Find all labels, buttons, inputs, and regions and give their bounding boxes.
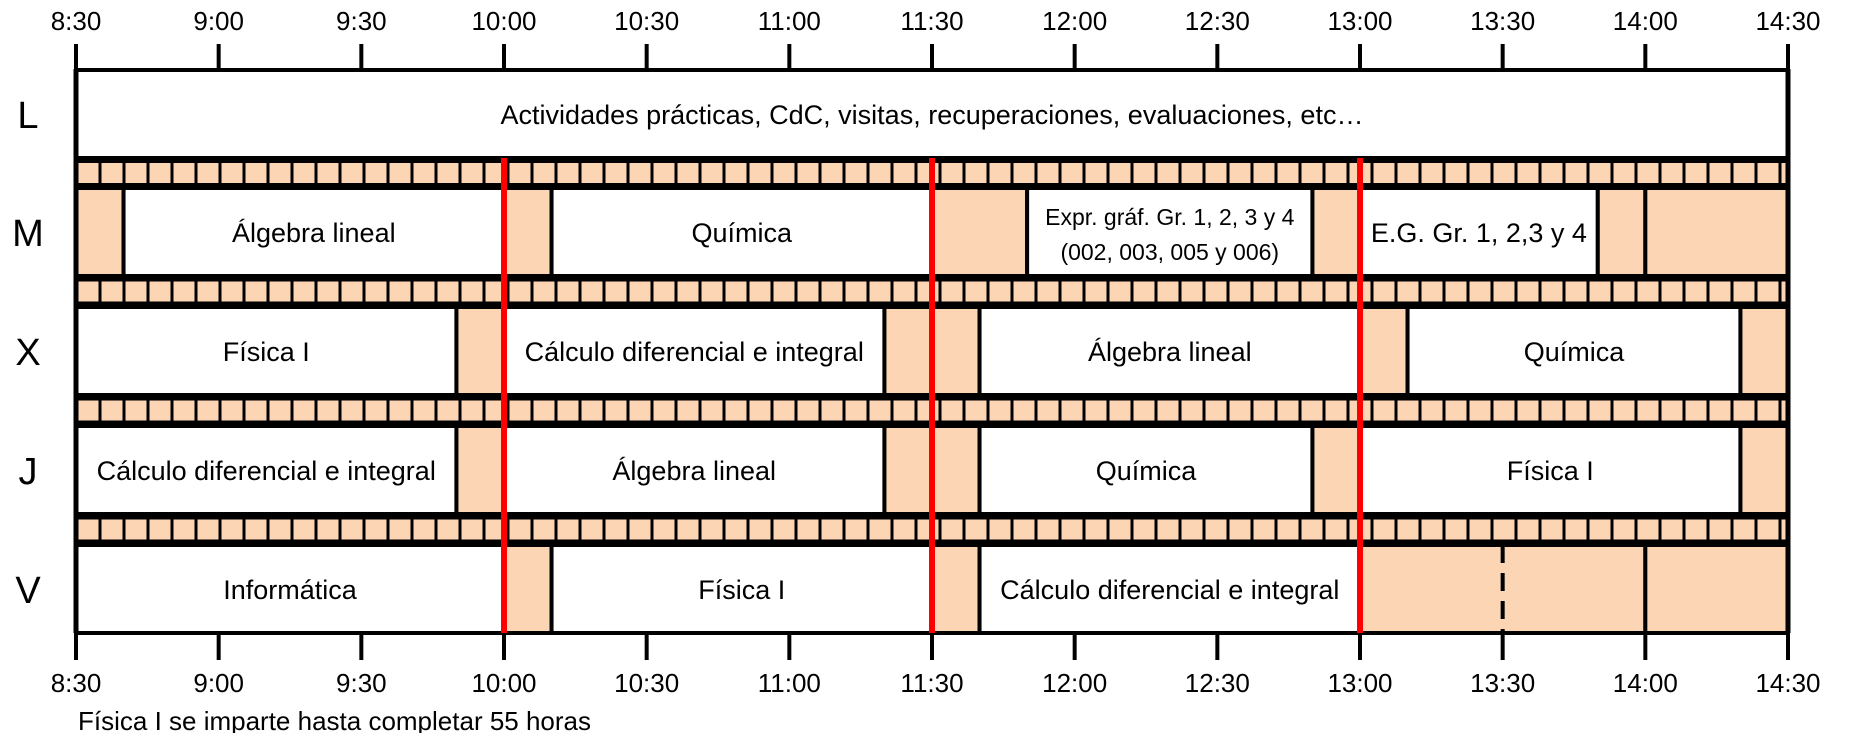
class-block xyxy=(74,543,506,635)
break-block xyxy=(502,186,554,278)
class-block xyxy=(1405,305,1743,397)
bottom-time-axis: 8:30 9:00 9:30 10:00 10:30 11:00 11:30 12:00 12:… xyxy=(51,633,1821,698)
day-label: X xyxy=(15,332,40,374)
day-label: J xyxy=(19,451,38,493)
bottom-tick-label: 10:30 xyxy=(614,668,679,698)
class-block xyxy=(977,305,1362,397)
break-block xyxy=(1738,424,1791,516)
class-block xyxy=(977,424,1315,516)
day-label: M xyxy=(12,213,44,255)
break-block xyxy=(1643,543,1791,635)
class-label: Actividades prácticas, CdC, visitas, rec… xyxy=(501,100,1364,130)
red-divider-lines xyxy=(501,158,1363,633)
class-label: Expr. gráf. Gr. 1, 2, 3 y 4 xyxy=(1045,204,1294,230)
class-label: Cálculo diferencial e integral xyxy=(97,456,436,486)
break-block xyxy=(930,543,982,635)
bottom-tick-label: 14:30 xyxy=(1755,668,1820,698)
class-label: Física I xyxy=(223,337,310,367)
top-tick-label: 9:00 xyxy=(193,6,244,36)
top-tick-label: 14:00 xyxy=(1613,6,1678,36)
bottom-tick-label: 14:00 xyxy=(1613,668,1678,698)
class-block xyxy=(121,186,507,278)
top-tick-label: 8:30 xyxy=(51,6,102,36)
class-block xyxy=(977,543,1362,635)
top-tick-label: 11:30 xyxy=(900,6,963,36)
class-label-secondary: (002, 003, 005 y 006) xyxy=(1060,239,1279,265)
class-label: Álgebra lineal xyxy=(1088,337,1252,367)
bottom-tick-label: 10:00 xyxy=(471,668,536,698)
break-block xyxy=(1643,186,1791,278)
top-tick-label: 13:30 xyxy=(1470,6,1535,36)
break-block xyxy=(454,424,507,516)
top-tick-label: 9:30 xyxy=(336,6,387,36)
class-label: Química xyxy=(692,218,794,248)
class-label: Cálculo diferencial e integral xyxy=(1000,575,1339,605)
bottom-tick-label: 9:30 xyxy=(336,668,387,698)
class-label: Informática xyxy=(223,575,358,605)
class-block xyxy=(549,543,934,635)
class-label: Cálculo diferencial e integral xyxy=(525,337,864,367)
break-block xyxy=(1595,186,1648,278)
class-label: Álgebra lineal xyxy=(612,456,776,486)
class-block xyxy=(549,186,934,278)
schedule-frame xyxy=(73,69,1791,633)
top-tick-label: 12:00 xyxy=(1042,6,1107,36)
bottom-tick-label: 13:30 xyxy=(1470,668,1535,698)
break-block xyxy=(74,186,126,278)
bottom-tick-label: 13:00 xyxy=(1327,668,1392,698)
bottom-tick-label: 9:00 xyxy=(193,668,244,698)
break-block xyxy=(1738,305,1791,397)
top-tick-label: 10:30 xyxy=(614,6,679,36)
bottom-tick-label: 12:00 xyxy=(1042,668,1107,698)
day-label: V xyxy=(15,570,41,612)
class-label: Física I xyxy=(1507,456,1594,486)
break-block xyxy=(930,186,1030,278)
bottom-tick-label: 11:30 xyxy=(900,668,963,698)
break-block xyxy=(454,305,507,397)
bottom-tick-label: 8:30 xyxy=(51,668,102,698)
class-label: Álgebra lineal xyxy=(232,218,396,248)
top-tick-label: 12:30 xyxy=(1185,6,1250,36)
top-tick-label: 14:30 xyxy=(1755,6,1820,36)
footnote-text: Física I se imparte hasta completar 55 h… xyxy=(78,706,591,733)
break-block xyxy=(502,543,554,635)
break-block xyxy=(1310,424,1363,516)
schedule-rows: L Actividades prácticas, CdC, visitas, re… xyxy=(12,68,1791,635)
class-block xyxy=(1025,186,1315,278)
top-tick-label: 11:00 xyxy=(758,6,821,36)
top-tick-label: 10:00 xyxy=(471,6,536,36)
class-label: E.G. Gr. 1, 2,3 y 4 xyxy=(1371,218,1587,248)
top-time-axis: 8:30 9:00 9:30 10:00 10:30 11:00 11:30 12:00 12:… xyxy=(51,6,1821,69)
class-label: Química xyxy=(1096,456,1198,486)
day-label: L xyxy=(17,95,38,137)
bottom-tick-label: 11:00 xyxy=(758,668,821,698)
class-label: Química xyxy=(1524,337,1626,367)
bottom-tick-label: 12:30 xyxy=(1185,668,1250,698)
class-block xyxy=(74,424,459,516)
top-tick-label: 13:00 xyxy=(1327,6,1392,36)
class-label: Física I xyxy=(698,575,785,605)
break-block xyxy=(1310,186,1363,278)
break-block xyxy=(1358,305,1410,397)
